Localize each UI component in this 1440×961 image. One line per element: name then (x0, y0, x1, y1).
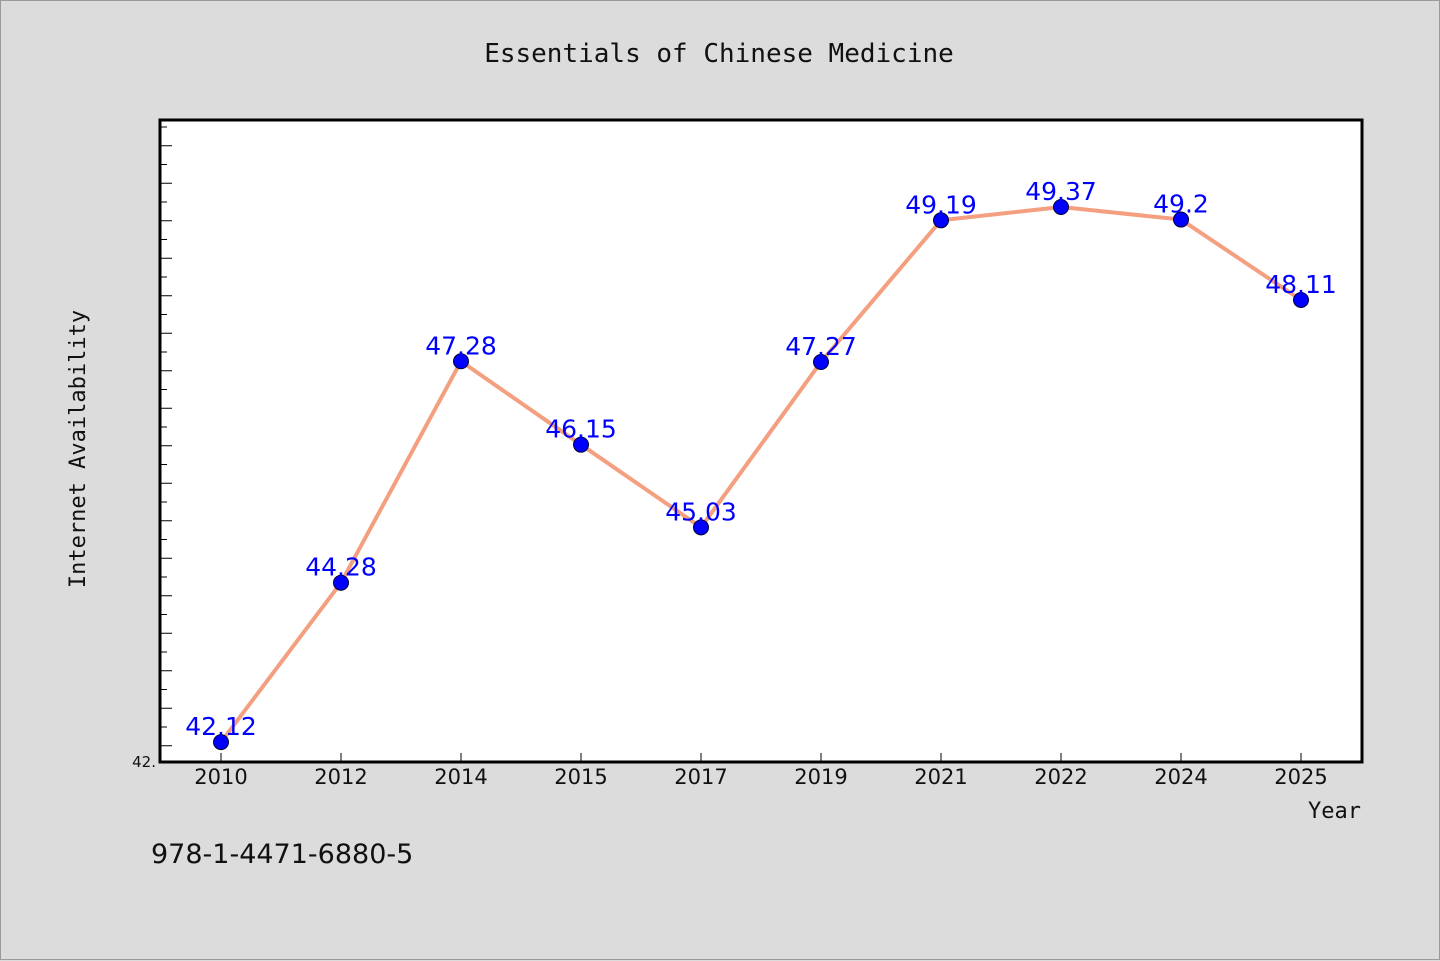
data-label: 48.11 (1265, 270, 1337, 299)
x-axis-ticks: 2010 2012 2014 2015 2017 2019 2021 2022 2024 2025 (194, 753, 1328, 789)
chart-title: Essentials of Chinese Medicine (484, 39, 954, 69)
x-tick-label: 2021 (914, 765, 967, 789)
data-label: 49.19 (905, 190, 977, 219)
data-point (693, 519, 709, 536)
data-point (333, 574, 349, 591)
data-label: 49.37 (1025, 177, 1097, 206)
x-tick-label: 2010 (194, 765, 247, 789)
data-label: 46.15 (545, 415, 617, 444)
footnote-isbn: 978-1-4471-6880-5 (151, 839, 413, 870)
y-minor-ticks (160, 126, 172, 747)
x-axis-label: Year (1308, 799, 1361, 824)
x-tick-label: 2024 (1154, 765, 1207, 789)
x-tick-label: 2012 (314, 765, 367, 789)
x-tick-label: 2017 (674, 765, 727, 789)
data-label: 47.28 (425, 331, 497, 360)
data-label: 45.03 (665, 497, 737, 526)
data-point (573, 436, 589, 453)
data-point (1053, 199, 1069, 215)
data-label: 44.28 (305, 553, 377, 582)
x-tick-label: 2019 (794, 765, 847, 789)
data-label: 49.2 (1153, 190, 1209, 219)
y-axis-label: Internet Availability (66, 310, 91, 588)
plot-area (158, 118, 1364, 764)
series-line (219, 205, 1303, 744)
data-point (213, 734, 229, 751)
data-point (933, 212, 949, 229)
x-tick-label: 2015 (554, 765, 607, 789)
data-point (1173, 211, 1189, 228)
y-tick-label: 42. (132, 753, 156, 771)
data-point (453, 353, 469, 370)
data-point (813, 354, 829, 371)
data-label: 47.27 (785, 332, 857, 361)
series-group: 42.12 44.28 47.28 46.15 45.03 47.27 49.19 49.37… (185, 177, 1337, 751)
x-tick-label: 2025 (1274, 765, 1327, 789)
data-label: 42.12 (185, 712, 257, 741)
x-tick-label: 2014 (434, 765, 487, 789)
data-point (1293, 292, 1309, 309)
x-tick-label: 2022 (1034, 765, 1087, 789)
